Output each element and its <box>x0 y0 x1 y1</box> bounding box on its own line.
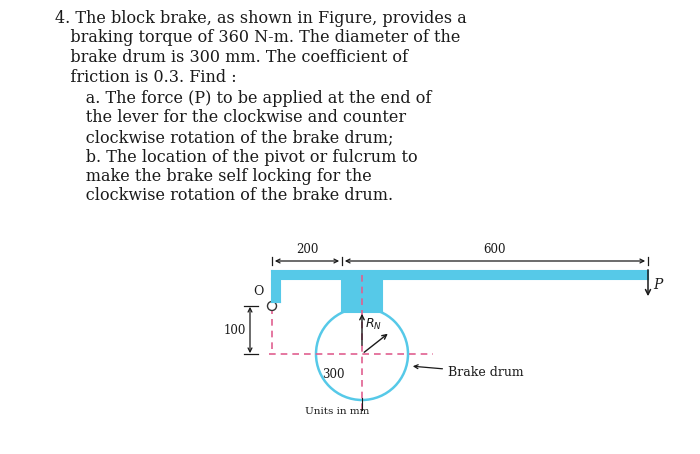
Circle shape <box>267 301 276 311</box>
Text: 100: 100 <box>223 324 246 336</box>
Text: friction is 0.3. Find :: friction is 0.3. Find : <box>55 69 237 85</box>
Text: 4. The block brake, as shown in Figure, provides a: 4. The block brake, as shown in Figure, … <box>55 10 467 27</box>
Bar <box>272 279 280 302</box>
Text: b. The location of the pivot or fulcrum to: b. The location of the pivot or fulcrum … <box>55 148 418 166</box>
Text: P: P <box>653 278 662 292</box>
Text: Brake drum: Brake drum <box>414 365 524 379</box>
Text: Units in mm: Units in mm <box>305 407 370 416</box>
Text: O: O <box>253 285 264 298</box>
Text: 300: 300 <box>322 368 344 381</box>
Bar <box>272 271 648 279</box>
Text: 200: 200 <box>296 243 318 256</box>
Bar <box>342 279 382 312</box>
Text: brake drum is 300 mm. The coefficient of: brake drum is 300 mm. The coefficient of <box>55 49 408 66</box>
Text: $R_N$: $R_N$ <box>365 317 382 332</box>
Text: clockwise rotation of the brake drum;: clockwise rotation of the brake drum; <box>55 129 393 146</box>
Text: clockwise rotation of the brake drum.: clockwise rotation of the brake drum. <box>55 188 393 204</box>
Text: 600: 600 <box>484 243 506 256</box>
Text: a. The force (P) to be applied at the end of: a. The force (P) to be applied at the en… <box>55 90 431 107</box>
Text: make the brake self locking for the: make the brake self locking for the <box>55 168 372 185</box>
Text: the lever for the clockwise and counter: the lever for the clockwise and counter <box>55 109 406 127</box>
Text: braking torque of 360 N-m. The diameter of the: braking torque of 360 N-m. The diameter … <box>55 30 461 46</box>
